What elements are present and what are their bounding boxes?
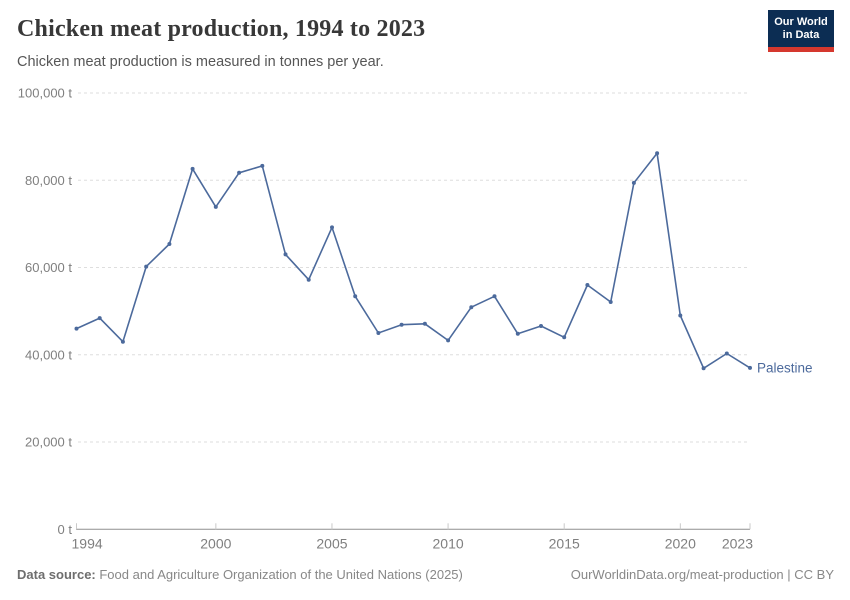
data-point[interactable] (422, 321, 427, 326)
data-point[interactable] (539, 324, 543, 328)
x-tick-label: 2015 (549, 535, 580, 551)
data-point[interactable] (97, 316, 102, 321)
data-source-label: Data source: (17, 567, 96, 582)
data-point[interactable] (562, 335, 567, 340)
owid-logo-line1: Our World (774, 15, 828, 28)
data-point[interactable] (167, 242, 172, 246)
data-point[interactable] (283, 252, 288, 257)
data-point[interactable] (306, 277, 311, 282)
owid-logo[interactable]: Our World in Data (768, 10, 834, 52)
data-point[interactable] (469, 305, 474, 310)
data-point[interactable] (631, 180, 636, 185)
data-point[interactable] (724, 351, 729, 356)
data-point[interactable] (190, 166, 195, 171)
data-point[interactable] (353, 294, 358, 299)
owid-logo-line2: in Data (782, 28, 820, 41)
y-tick-label: 100,000 t (18, 86, 73, 101)
credit-link[interactable]: OurWorldinData.org/meat-production | CC … (570, 567, 834, 582)
data-point[interactable] (585, 283, 590, 287)
data-point[interactable] (701, 366, 706, 371)
data-point[interactable] (446, 338, 451, 343)
chart-title: Chicken meat production, 1994 to 2023 (17, 16, 426, 42)
data-point[interactable] (74, 326, 79, 331)
data-point[interactable] (120, 339, 125, 344)
y-tick-label: 80,000 t (25, 173, 72, 188)
y-tick-label: 40,000 t (25, 347, 72, 362)
data-point[interactable] (330, 225, 334, 230)
data-point[interactable] (748, 365, 752, 370)
data-source: Data source: Food and Agriculture Organi… (17, 567, 463, 582)
data-point[interactable] (399, 322, 404, 327)
y-tick-label: 20,000 t (25, 435, 72, 450)
chart-footer: Data source: Food and Agriculture Organi… (17, 567, 834, 582)
x-tick-label: 2000 (200, 535, 231, 551)
data-point[interactable] (237, 170, 242, 175)
series-line[interactable] (76, 152, 751, 370)
x-tick-label: 2010 (433, 535, 464, 551)
data-point[interactable] (608, 300, 613, 304)
data-point[interactable] (492, 294, 497, 299)
data-point[interactable] (376, 331, 381, 335)
x-tick-label: 1994 (72, 535, 103, 551)
data-point[interactable] (213, 204, 218, 209)
data-point[interactable] (144, 264, 149, 269)
chart-subtitle: Chicken meat production is measured in t… (17, 54, 384, 70)
x-tick-label: 2005 (316, 535, 347, 551)
y-tick-label: 0 t (58, 522, 73, 537)
x-tick-label: 2023 (722, 535, 753, 551)
entity-label[interactable]: Palestine (757, 360, 813, 375)
x-tick-label: 2020 (665, 535, 696, 551)
data-point[interactable] (515, 331, 520, 336)
y-tick-label: 60,000 t (25, 260, 72, 275)
data-source-text: Food and Agriculture Organization of the… (95, 567, 463, 582)
data-point[interactable] (655, 151, 660, 156)
data-point[interactable] (678, 313, 683, 318)
data-point[interactable] (260, 163, 265, 168)
